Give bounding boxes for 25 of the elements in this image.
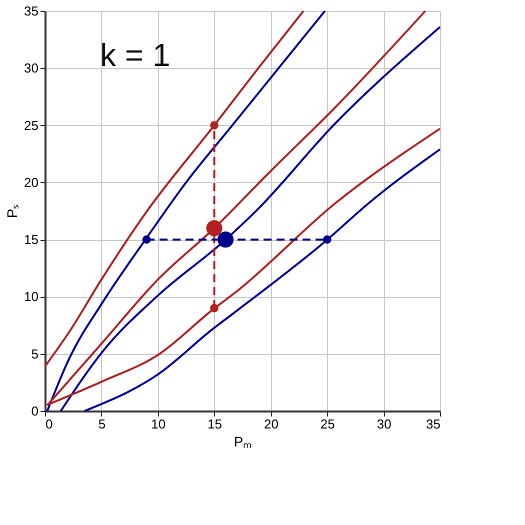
y-axis-title: Pₛ — [4, 204, 20, 218]
y-tick-label: 25 — [24, 118, 38, 133]
y-tick-label: 5 — [31, 346, 38, 362]
line-series — [44, 10, 304, 368]
x-tick-label: 5 — [98, 416, 106, 432]
point — [322, 235, 332, 244]
y-tick-label: 10 — [24, 289, 38, 304]
x-tick-label: 25 — [320, 416, 335, 432]
x-tick-label: 15 — [208, 416, 222, 432]
x-tick-label: 10 — [151, 416, 166, 432]
y-tick-label: 30 — [24, 60, 38, 76]
point — [142, 235, 151, 244]
point — [210, 304, 218, 312]
x-tick-label: 0 — [46, 416, 53, 432]
y-tick-label: 0 — [31, 404, 38, 418]
y-tick-label: 35 — [24, 4, 38, 18]
x-tick-label: 35 — [426, 416, 440, 432]
x-tick-label: 30 — [376, 416, 392, 432]
y-tick-label: 15 — [24, 232, 38, 248]
annotation: k = 1 — [100, 37, 170, 73]
x-axis-title: Pₘ — [234, 434, 252, 450]
x-tick-label: 20 — [264, 416, 278, 432]
y-tick-label: 20 — [24, 174, 38, 190]
point — [210, 121, 218, 130]
line-series — [84, 148, 441, 412]
